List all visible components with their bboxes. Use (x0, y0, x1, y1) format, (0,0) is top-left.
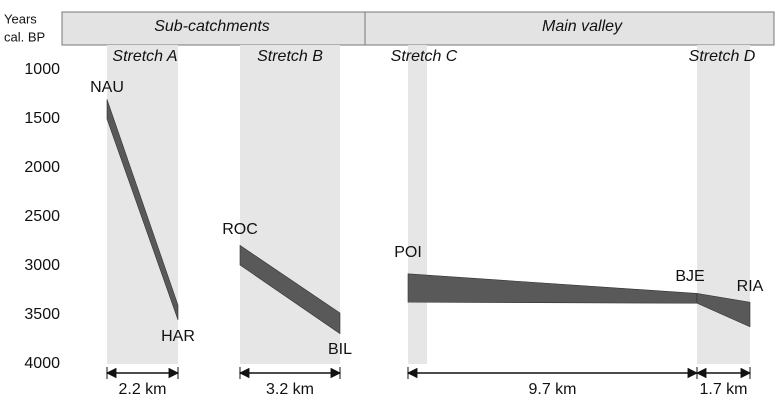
site-label: RIA (737, 278, 764, 295)
distance-label: 2.2 km (118, 381, 166, 398)
site-label: HAR (161, 328, 195, 345)
site-label: BIL (328, 341, 352, 358)
distance-label: 9.7 km (528, 381, 576, 398)
stretch-label: Stretch C (391, 48, 458, 65)
site-label: BJE (675, 268, 704, 285)
y-tick-label: 2000 (24, 159, 60, 176)
y-tick-label: 2500 (24, 208, 60, 225)
y-tick-label: 4000 (24, 355, 60, 372)
y-tick-label: 1500 (24, 110, 60, 127)
distance-label: 1.7 km (699, 381, 747, 398)
stretch-label: Stretch A (112, 48, 177, 65)
group-label: Sub-catchments (154, 18, 270, 35)
distance-label: 3.2 km (266, 381, 314, 398)
header-box (61, 11, 775, 46)
stretch-label: Stretch B (257, 48, 323, 65)
y-axis-label: Years (4, 11, 37, 26)
stretch-column (408, 45, 427, 364)
age-band (407, 273, 698, 304)
y-tick-label: 3000 (24, 257, 60, 274)
site-label: ROC (222, 221, 258, 238)
age-band (106, 99, 179, 320)
y-tick-label: 1000 (24, 61, 60, 78)
age-band (239, 244, 341, 335)
y-axis-label: cal. BP (4, 29, 45, 44)
site-label: POI (394, 244, 422, 261)
group-label: Main valley (542, 18, 623, 35)
age-band (696, 293, 751, 328)
site-label: NAU (90, 79, 124, 96)
stretch-label: Stretch D (689, 48, 756, 65)
y-tick-label: 3500 (24, 306, 60, 323)
